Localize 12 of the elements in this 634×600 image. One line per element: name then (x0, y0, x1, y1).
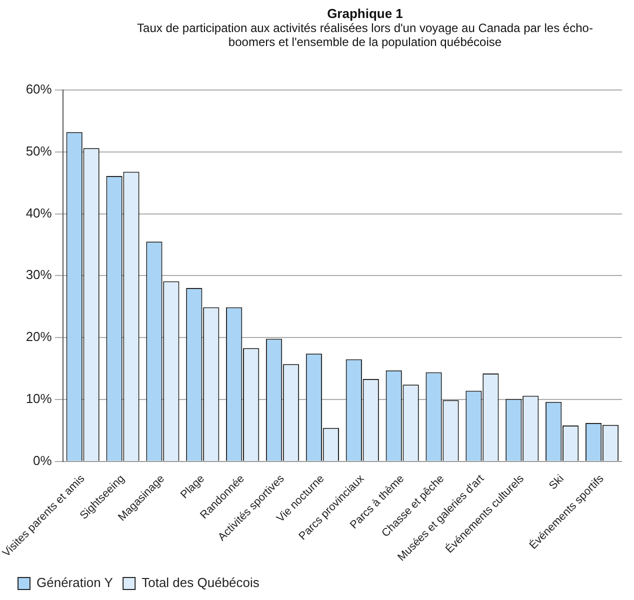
y-tick-label: 0% (33, 452, 52, 468)
y-tick-label: 20% (26, 329, 52, 344)
y-tick-label: 30% (26, 267, 52, 282)
y-tick-label: 50% (26, 143, 52, 158)
y-tick-label: 60% (26, 82, 52, 97)
chart-title: Graphique 1 (326, 6, 404, 21)
legend-label: Total des Québécois (142, 575, 260, 590)
y-tick-label: 10% (26, 391, 52, 406)
legend-label: Génération Y (36, 575, 114, 590)
x-tick-label: Ski (547, 472, 566, 492)
y-tick-label: 40% (26, 205, 52, 220)
chart-subtitle: Taux de participation aux activités réalisées lors d'un voyage au Canada par les écho-boomers et l'ensemble de la population québécoise (137, 21, 593, 49)
